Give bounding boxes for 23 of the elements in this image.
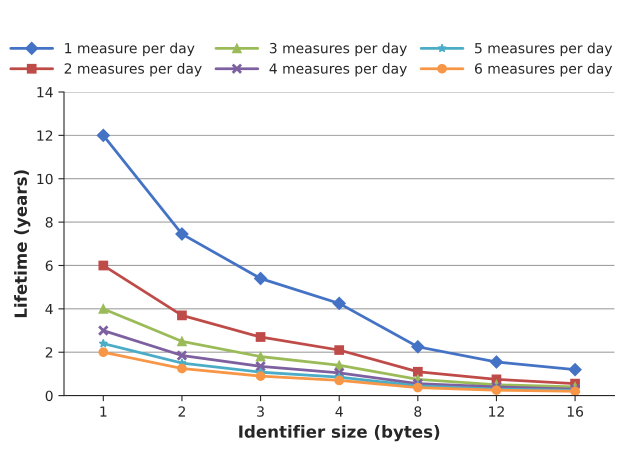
x-tick-label: 3 [257, 406, 264, 417]
x-tick-label: 12 [489, 406, 504, 417]
x-axis-title: Identifier size (bytes) [239, 425, 440, 442]
y-tick-label: 14 [37, 87, 53, 98]
legend-label: 1 measure per day [65, 42, 194, 56]
y-tick-label: 8 [46, 217, 53, 228]
x-tick-label: 1 [100, 406, 106, 417]
legend-label: 4 measures per day [269, 63, 407, 76]
y-tick-label: 0 [46, 390, 53, 402]
x-tick-label: 2 [178, 406, 185, 417]
x-tick-label: 4 [335, 406, 343, 417]
legend-label: 6 measures per day [474, 63, 612, 76]
legend-label: 3 measures per day [270, 42, 407, 56]
legend-label: 5 measures per day [475, 42, 612, 56]
legend-label: 2 measures per day [64, 63, 202, 76]
y-tick-label: 4 [45, 304, 53, 314]
y-tick-label: 2 [46, 347, 52, 358]
y-tick-label: 12 [37, 130, 52, 141]
y-tick-label: 10 [37, 174, 53, 184]
x-tick-label: 8 [414, 406, 422, 417]
y-tick-label: 6 [46, 260, 53, 271]
y-axis-title: Lifetime (years) [14, 170, 30, 318]
x-tick-label: 16 [568, 406, 584, 417]
